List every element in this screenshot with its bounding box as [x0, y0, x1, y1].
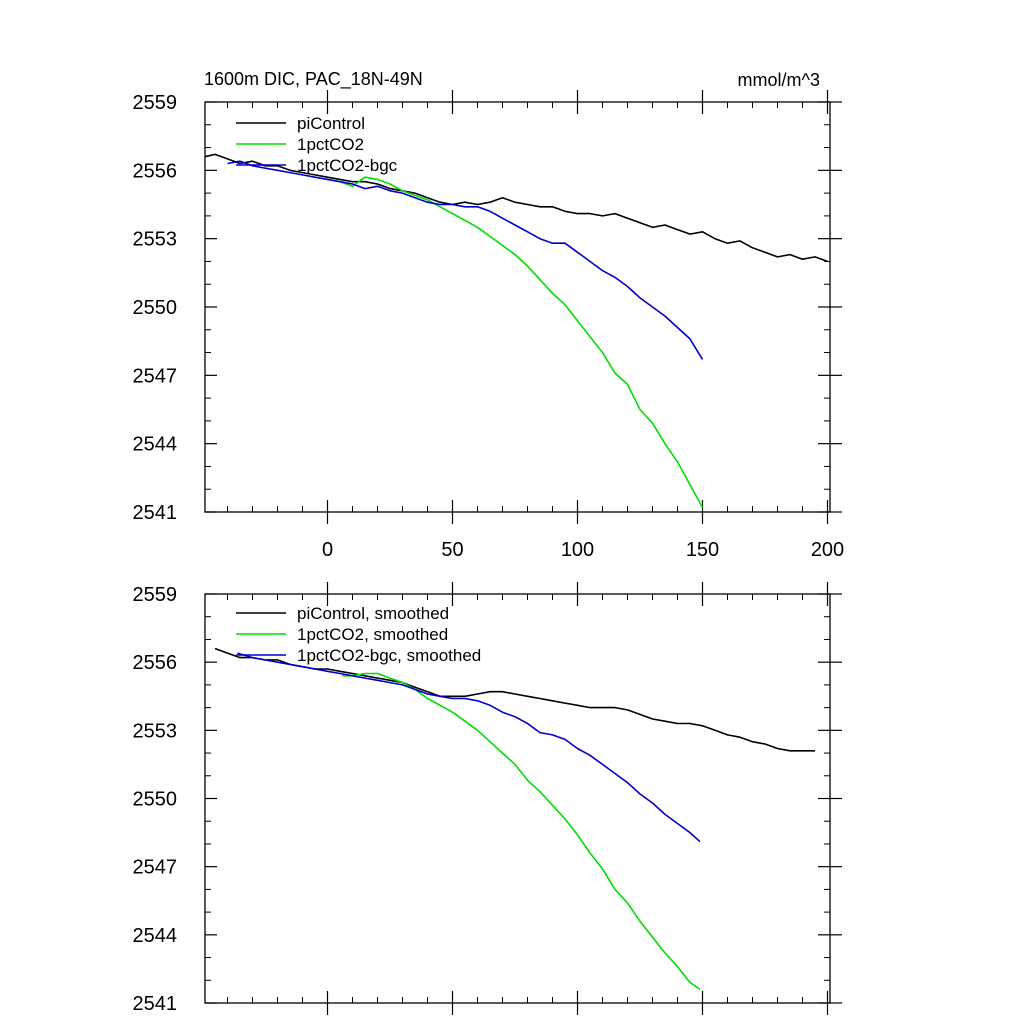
- y-tick-label: 2544: [133, 925, 178, 947]
- y-tick-label: 2547: [133, 857, 178, 879]
- y-tick-label: 2559: [133, 584, 178, 606]
- series-line-0: [204, 153, 828, 263]
- y-tick-label: 2550: [133, 297, 178, 319]
- legend-label: 1pctCO2: [297, 135, 364, 154]
- top-panel: 0 50 100 150 200 2541 2544 2547 2550 2553 2556 2559…: [133, 90, 844, 561]
- x-tick-label: 200: [811, 539, 844, 561]
- y-tick-label: 2547: [133, 365, 178, 387]
- legend-label: 1pctCO2-bgc: [297, 156, 398, 175]
- chart-title: 1600m DIC, PAC_18N-49N: [204, 69, 423, 90]
- series-line-1: [342, 672, 701, 991]
- y-tick-label: 2556: [133, 160, 178, 182]
- x-tick-label: 50: [441, 539, 463, 561]
- series-line-1: [327, 176, 704, 508]
- x-tick-label: 100: [561, 539, 594, 561]
- series-line-2: [237, 652, 701, 843]
- y-tick-label: 2541: [133, 502, 178, 524]
- legend-label: piControl: [297, 114, 365, 133]
- y-tick-label: 2559: [133, 92, 178, 114]
- x-tick-label: 150: [686, 539, 719, 561]
- series-line-2: [227, 160, 704, 360]
- y-tick-label: 2541: [133, 993, 178, 1015]
- x-tick-label: 0: [322, 539, 333, 561]
- y-tick-label: 2553: [133, 229, 178, 251]
- y-tick-label: 2544: [133, 434, 178, 456]
- legend-label: 1pctCO2-bgc, smoothed: [297, 646, 481, 665]
- y-tick-label: 2550: [133, 789, 178, 811]
- units-label: mmol/m^3: [738, 70, 820, 90]
- y-tick-label: 2553: [133, 720, 178, 742]
- legend-label: 1pctCO2, smoothed: [297, 625, 448, 644]
- y-tick-label: 2556: [133, 652, 178, 674]
- legend-label: piControl, smoothed: [297, 604, 449, 623]
- bottom-panel: 2541 2544 2547 2550 2553 2556 2559 piControl, s…: [133, 582, 842, 1015]
